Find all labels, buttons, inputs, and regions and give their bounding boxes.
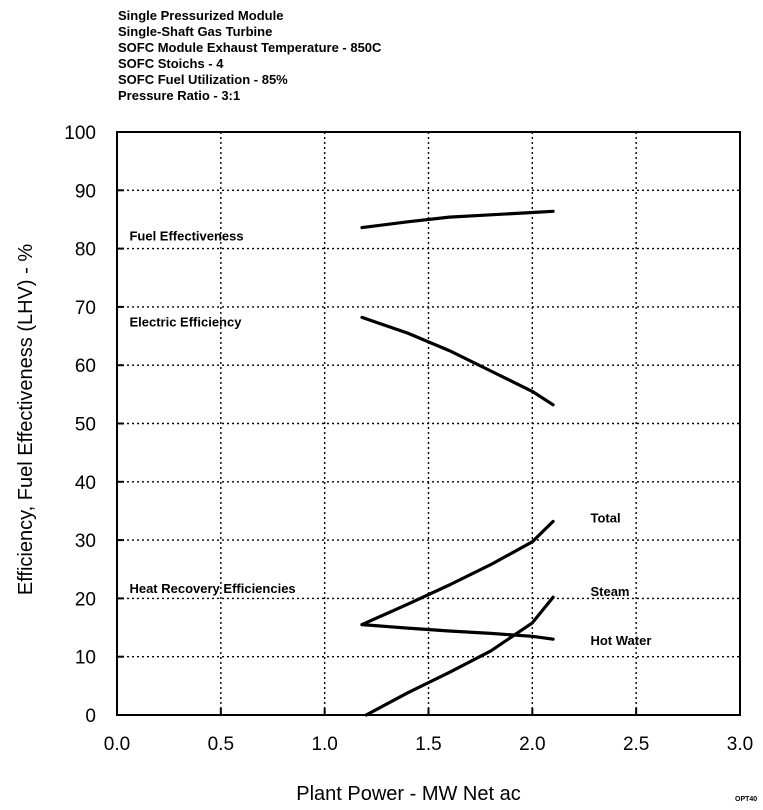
x-tick-labels: 0.0 0.5 1.0 1.5 2.0 2.5 3.0 — [104, 708, 753, 755]
series-lines — [360, 209, 555, 717]
x-tick-label: 1.5 — [415, 734, 441, 755]
y-axis-title: Efficiency, Fuel Effectiveness (LHV) - % — [15, 244, 37, 595]
grid — [117, 132, 740, 715]
y-tick-label: 0 — [85, 706, 96, 727]
annotation-label: Fuel Effectiveness — [129, 228, 243, 243]
condition-line: Pressure Ratio - 3:1 — [118, 88, 240, 103]
y-tick-label: 40 — [75, 473, 96, 494]
series-line-fuel-effectiveness — [360, 209, 555, 230]
series-line-hot-water — [360, 622, 555, 641]
x-axis-title: Plant Power - MW Net ac — [296, 783, 521, 805]
y-tick-label: 90 — [75, 181, 96, 202]
annotation-label: Electric Efficiency — [129, 315, 242, 330]
x-tick-label: 1.0 — [311, 734, 337, 755]
series-line-electric-efficiency — [360, 315, 555, 407]
y-tick-label: 100 — [64, 123, 96, 144]
y-tick-label: 70 — [75, 298, 96, 319]
annotation-label: Total — [590, 511, 620, 526]
y-tick-label: 60 — [75, 356, 96, 377]
x-tick-label: 2.0 — [519, 734, 545, 755]
condition-line: SOFC Fuel Utilization - 85% — [118, 72, 288, 87]
figure-code: OPT40 — [735, 796, 757, 803]
annotation-label: Heat Recovery Efficiencies — [129, 581, 295, 596]
y-tick-label: 20 — [75, 589, 96, 610]
condition-line: SOFC Stoichs - 4 — [118, 56, 224, 71]
annotation-label: Hot Water — [590, 633, 651, 648]
series-line-steam — [364, 595, 555, 717]
condition-line: Single Pressurized Module — [118, 8, 283, 23]
x-tick-label: 3.0 — [727, 734, 753, 755]
y-tick-label: 30 — [75, 531, 96, 552]
x-tick-label: 0.5 — [208, 734, 234, 755]
annotations: Fuel Effectiveness Electric Efficiency Hea… — [129, 228, 651, 648]
series-line-total — [360, 519, 555, 627]
x-tick-label: 0.0 — [104, 734, 130, 755]
y-tick-labels: 0 10 20 30 40 50 60 70 80 90 100 — [64, 123, 124, 727]
y-tick-label: 10 — [75, 648, 96, 669]
x-tick-label: 2.5 — [623, 734, 649, 755]
condition-line: Single-Shaft Gas Turbine — [118, 24, 272, 39]
y-tick-label: 50 — [75, 415, 96, 436]
condition-line: SOFC Module Exhaust Temperature - 850C — [118, 40, 382, 55]
annotation-label: Steam — [590, 584, 629, 599]
y-tick-label: 80 — [75, 240, 96, 261]
